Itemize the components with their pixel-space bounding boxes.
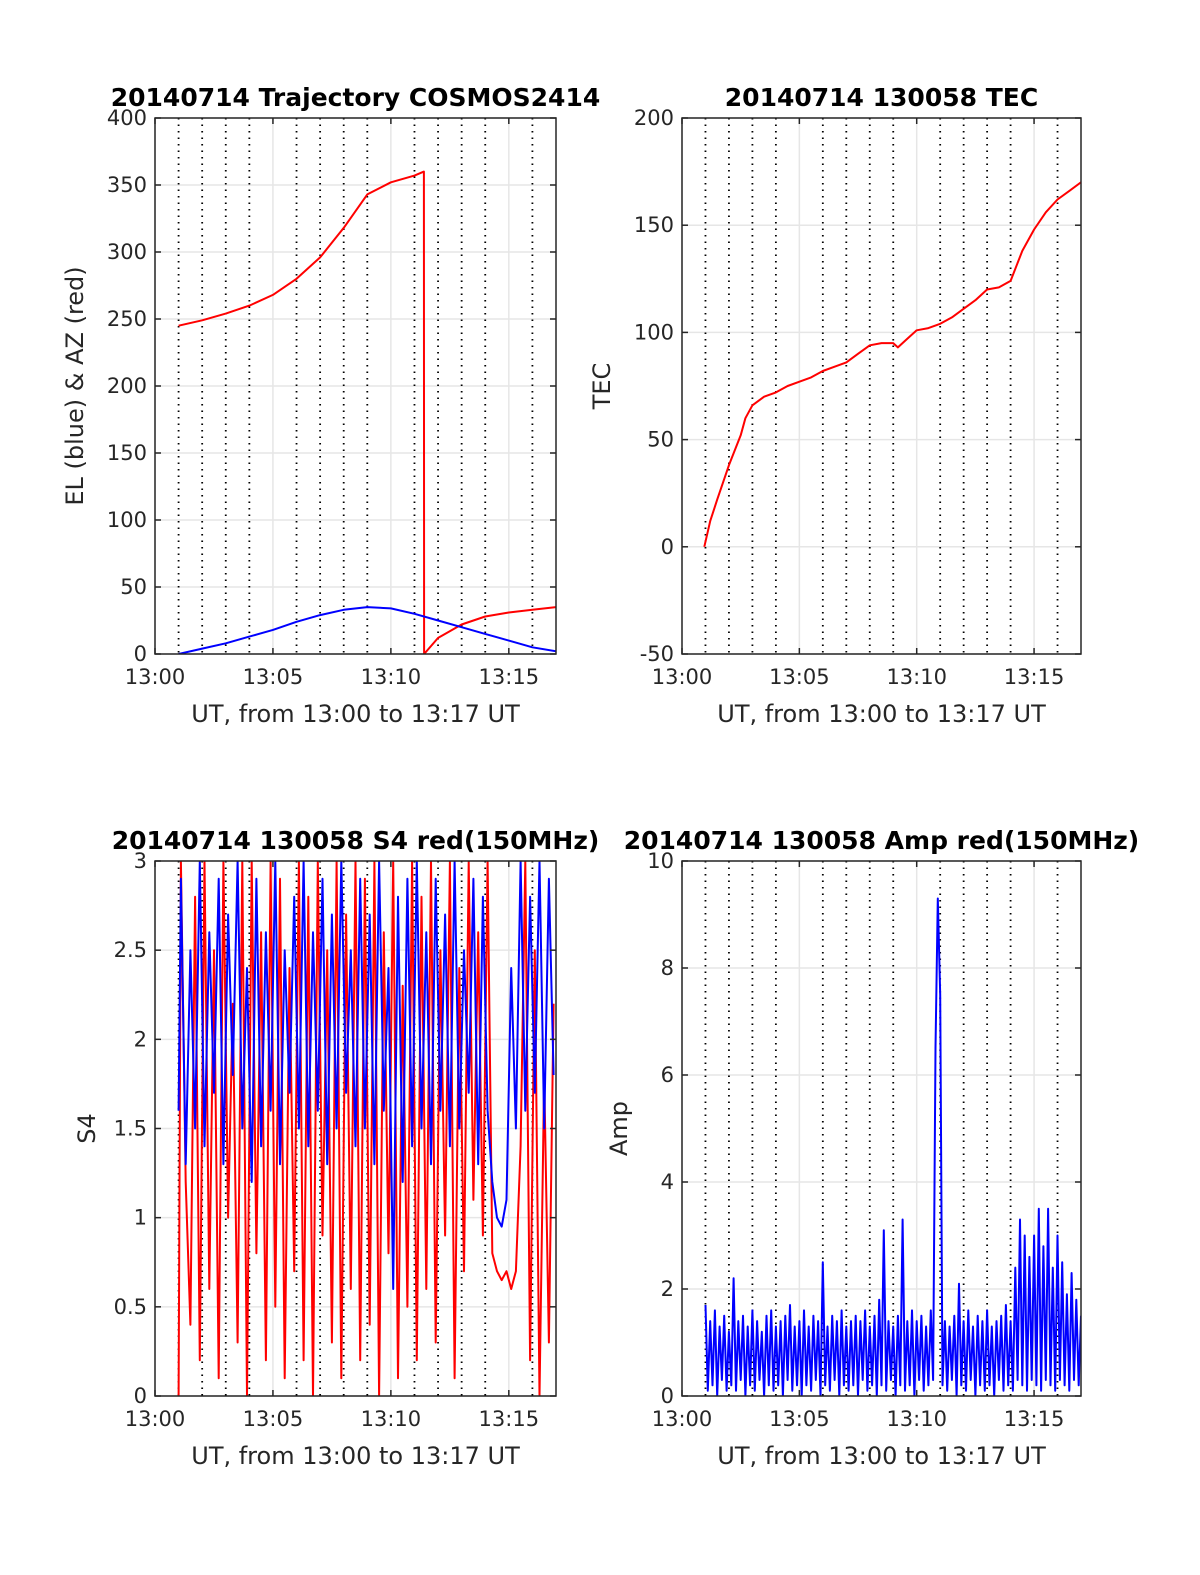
chart-title: 20140714 130058 Amp red(150MHz) xyxy=(624,826,1140,855)
y-tick-label: 200 xyxy=(107,374,147,398)
x-tick-label: 13:15 xyxy=(479,1407,540,1431)
x-axis-label: UT, from 13:00 to 13:17 UT xyxy=(717,700,1046,728)
y-tick-label: 3 xyxy=(134,849,147,873)
y-tick-label: 6 xyxy=(661,1063,674,1087)
x-tick-label: 13:15 xyxy=(1004,665,1065,689)
y-tick-label: 0 xyxy=(661,1384,674,1408)
chart-title: 20140714 Trajectory COSMOS2414 xyxy=(111,83,601,112)
y-tick-label: 100 xyxy=(107,508,147,532)
chart-panel-3: 0 2 4 6 8 10 13:00 13:05 13:10 13:15 20140714 1300… xyxy=(605,826,1139,1470)
x-tick-label: 13:00 xyxy=(125,1407,186,1431)
x-tick-label: 13:10 xyxy=(361,1407,422,1431)
chart-panel-2: 0 0.5 1 1.5 2 2.5 3 13:00 13:05 13:10 13:15 2014071… xyxy=(73,826,599,1470)
y-tick-label: 1 xyxy=(134,1206,147,1230)
x-tick-label: 13:15 xyxy=(1004,1407,1065,1431)
series-line-0 xyxy=(177,861,555,1396)
y-tick-label: 50 xyxy=(647,428,674,452)
x-tick-label: 13:10 xyxy=(886,665,947,689)
y-tick-label: 400 xyxy=(107,106,147,130)
x-axis-label: UT, from 13:00 to 13:17 UT xyxy=(191,700,520,728)
y-axis-label: Amp xyxy=(605,1101,633,1156)
x-axis-label: UT, from 13:00 to 13:17 UT xyxy=(191,1442,520,1470)
x-tick-label: 13:10 xyxy=(361,665,422,689)
y-axis-label: S4 xyxy=(73,1113,101,1144)
y-tick-label: 150 xyxy=(634,213,674,237)
y-tick-label: 300 xyxy=(107,240,147,264)
series-line-0 xyxy=(703,181,1081,548)
series-line-0 xyxy=(704,897,1081,1396)
series-line-1 xyxy=(177,861,555,1290)
y-tick-label: 250 xyxy=(107,307,147,331)
y-tick-label: 350 xyxy=(107,173,147,197)
y-tick-label: 0 xyxy=(134,642,147,666)
chart-panel-0: 0 50 100 150 200 250 300 350 400 13:00 13:05 13:10 1… xyxy=(61,83,600,728)
chart-title: 20140714 130058 TEC xyxy=(725,83,1038,112)
y-tick-label: 0 xyxy=(661,535,674,559)
y-tick-label: 2 xyxy=(134,1027,147,1051)
y-tick-label: 8 xyxy=(661,956,674,980)
x-tick-label: 13:05 xyxy=(769,665,830,689)
y-tick-label: 50 xyxy=(120,575,147,599)
y-tick-label: 10 xyxy=(647,849,674,873)
chart-title: 20140714 130058 S4 red(150MHz) xyxy=(112,826,600,855)
x-tick-label: 13:05 xyxy=(243,1407,304,1431)
x-tick-label: 13:00 xyxy=(652,1407,713,1431)
x-axis-label: UT, from 13:00 to 13:17 UT xyxy=(717,1442,1046,1470)
y-tick-label: 200 xyxy=(634,106,674,130)
y-tick-label: 0 xyxy=(134,1384,147,1408)
x-tick-label: 13:05 xyxy=(769,1407,830,1431)
y-tick-label: 4 xyxy=(661,1170,674,1194)
y-tick-label: 0.5 xyxy=(114,1295,147,1319)
x-tick-label: 13:00 xyxy=(125,665,186,689)
y-axis-label: EL (blue) & AZ (red) xyxy=(61,266,89,505)
axes-frame xyxy=(681,860,1082,1397)
x-tick-label: 13:05 xyxy=(243,665,304,689)
x-tick-label: 13:15 xyxy=(479,665,540,689)
y-tick-label: 1.5 xyxy=(114,1117,147,1141)
y-tick-label: 2 xyxy=(661,1277,674,1301)
y-tick-label: 150 xyxy=(107,441,147,465)
y-tick-label: 100 xyxy=(634,320,674,344)
series-line-1 xyxy=(178,606,556,654)
axes-frame xyxy=(681,117,1082,655)
chart-panel-1: -50 0 50 100 150 200 13:00 13:05 13:10 13:15 20140… xyxy=(588,83,1082,728)
series-line-0 xyxy=(178,170,556,654)
x-tick-label: 13:00 xyxy=(652,665,713,689)
x-tick-label: 13:10 xyxy=(886,1407,947,1431)
y-tick-label: 2.5 xyxy=(114,938,147,962)
y-tick-label: -50 xyxy=(640,642,674,666)
y-axis-label: TEC xyxy=(588,363,616,411)
